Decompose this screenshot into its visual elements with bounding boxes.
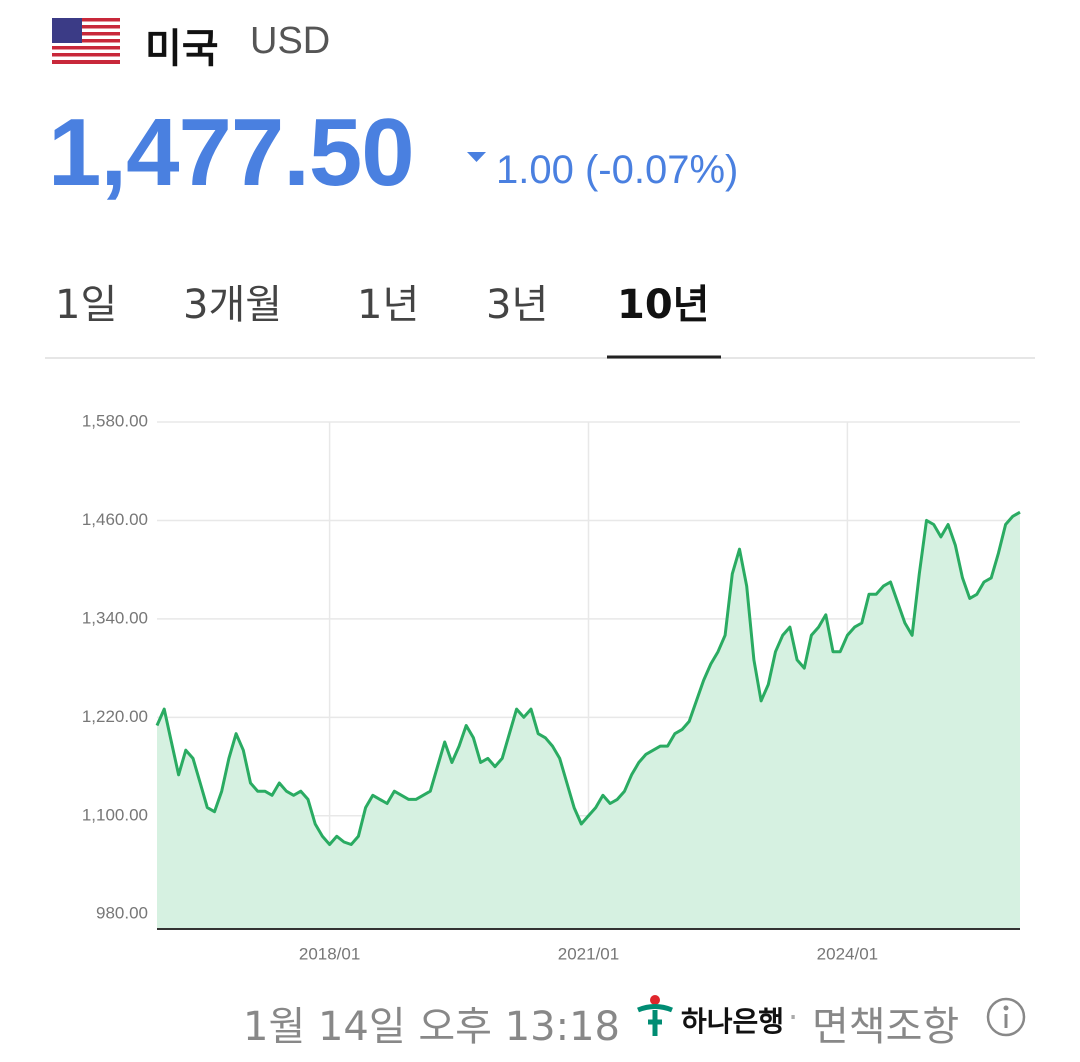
area-fill [157,512,1020,929]
us-flag [52,18,120,64]
x-tick-label: 2024/01 [817,944,878,963]
y-tick-label: 1,460.00 [82,510,148,529]
y-tick-label: 980.00 [96,904,148,923]
tab[interactable]: 1년 [357,282,420,328]
tab[interactable]: 1일 [55,282,118,328]
tab[interactable]: 3년 [486,282,549,328]
y-tick-label: 1,220.00 [82,707,148,726]
x-tick-label: 2018/01 [299,944,360,963]
bank-logo [637,995,673,1036]
y-tick-label: 1,100.00 [82,805,148,824]
info-icon[interactable] [986,997,1026,1037]
separator: · [788,998,799,1036]
line [155,510,1021,846]
down-arrow [467,152,486,162]
x-tick-label: 2021/01 [558,944,619,963]
tab[interactable]: 3개월 [183,282,283,328]
country: 미국 [145,26,219,72]
tab-active[interactable]: 10년 [617,282,710,328]
y-tick-label: 1,580.00 [82,411,148,430]
price-change: 1.00 (-0.07%) [496,148,739,192]
currency: USD [250,20,331,62]
plot: 980.00 1,100.00 1,220.00 1,340.00 1,460.00 1,… [82,411,1021,963]
price: 1,477.50 [48,99,415,206]
y-tick-label: 1,340.00 [82,608,148,627]
disclaimer[interactable]: 면책조항 [812,1004,960,1050]
timestamp: 1월 14일 오후 13:18 [243,1004,620,1050]
bank-name: 하나은행 [681,1005,785,1038]
